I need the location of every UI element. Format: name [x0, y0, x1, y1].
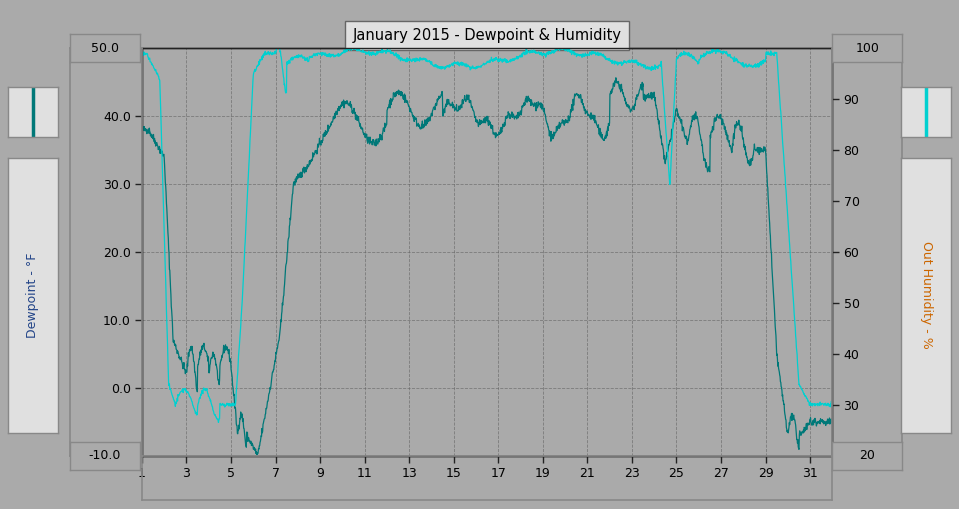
Text: -10.0: -10.0 [89, 449, 121, 462]
Title: January 2015 - Dewpoint & Humidity: January 2015 - Dewpoint & Humidity [353, 28, 621, 43]
Text: 100: 100 [855, 42, 879, 55]
Text: 20: 20 [859, 449, 876, 462]
Text: Out Humidity - %: Out Humidity - % [920, 241, 933, 349]
Text: 50.0: 50.0 [91, 42, 119, 55]
Text: Dewpoint - °F: Dewpoint - °F [26, 252, 39, 338]
